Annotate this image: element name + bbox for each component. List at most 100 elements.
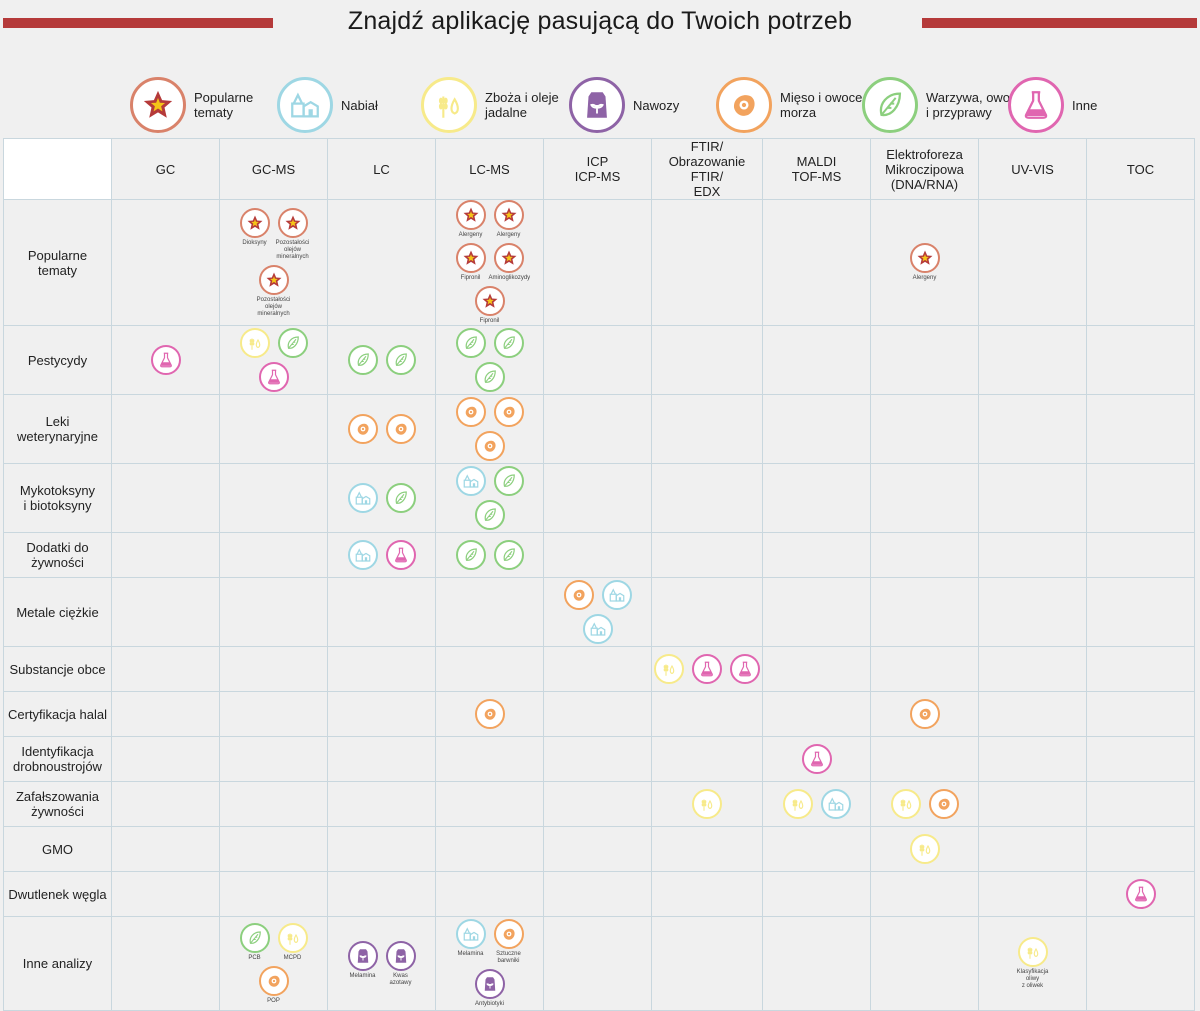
application-item[interactable]: Aminoglikozydy [489, 243, 530, 282]
matrix-cell [978, 691, 1087, 737]
application-item[interactable] [782, 789, 814, 819]
application-item[interactable] [277, 328, 309, 358]
application-item[interactable] [909, 699, 941, 729]
application-item[interactable]: Sztuczne barwniki [493, 919, 525, 965]
dairy-icon [347, 540, 378, 570]
column-header-line: TOC [1126, 161, 1155, 177]
application-item[interactable] [493, 540, 525, 570]
application-item[interactable]: Pozostałości olejów mineralnych [257, 264, 290, 318]
application-item[interactable] [691, 789, 723, 819]
application-item[interactable] [347, 414, 379, 444]
matrix-cell [870, 577, 979, 647]
application-item[interactable] [258, 362, 290, 392]
application-item[interactable] [890, 789, 922, 819]
matrix-cell [327, 781, 436, 827]
grain-icon [239, 328, 270, 358]
application-item[interactable] [347, 483, 379, 513]
application-item[interactable]: Klasyfikacja oliwy z oliwek [1017, 937, 1049, 990]
application-item[interactable] [493, 328, 525, 358]
application-item[interactable] [150, 345, 182, 375]
application-item[interactable] [928, 789, 960, 819]
application-matrix: GC GC-MS LC LC-MS ICP ICP-MS FTIR/Obrazowanie … [3, 138, 1195, 1011]
application-item[interactable] [474, 699, 506, 729]
matrix-cell [870, 781, 979, 827]
application-item[interactable] [582, 614, 614, 644]
application-item[interactable] [385, 483, 417, 513]
legend-label-line: Nabiał [341, 97, 378, 113]
column-header-line: MALDI [796, 154, 837, 169]
matrix-cell [651, 577, 763, 647]
application-item[interactable]: POP [258, 965, 290, 1005]
application-item[interactable] [493, 466, 525, 496]
application-item[interactable]: Melamina [347, 940, 379, 987]
application-item[interactable]: Antybiotyki [474, 969, 506, 1008]
application-item[interactable]: Dioksyny [239, 207, 271, 261]
application-item[interactable] [493, 397, 525, 427]
dairy-icon [582, 614, 613, 644]
application-item[interactable] [653, 654, 685, 684]
application-item[interactable]: Melamina [455, 919, 487, 965]
application-item[interactable]: Alergeny [455, 200, 487, 239]
matrix-cell [435, 532, 544, 578]
application-item[interactable]: MCPD [277, 922, 309, 962]
grain-icon [654, 654, 684, 684]
application-item[interactable] [347, 345, 379, 375]
veg-icon [493, 466, 524, 496]
row-header: Substancje obce [3, 646, 112, 692]
row-header-line: żywności [31, 555, 84, 570]
application-item[interactable] [474, 431, 506, 461]
application-item[interactable]: Pozostałości olejów mineralnych [276, 207, 309, 261]
matrix-cell [978, 463, 1087, 533]
application-item[interactable] [691, 654, 723, 684]
legend-label-line: i przyprawy [926, 105, 992, 120]
application-item[interactable] [820, 789, 852, 819]
application-item[interactable] [347, 540, 379, 570]
application-item[interactable] [455, 397, 487, 427]
column-header-line: FTIR/ [690, 139, 724, 154]
matrix-cell [435, 577, 544, 647]
application-item[interactable] [601, 580, 633, 610]
application-item[interactable]: Fipronil [474, 286, 506, 325]
matrix-cell [543, 577, 652, 647]
application-item[interactable]: Fipronil [455, 243, 487, 282]
application-item[interactable]: PCB [239, 922, 271, 962]
application-item[interactable] [801, 744, 833, 774]
other-icon [801, 744, 832, 774]
matrix-cell [219, 781, 328, 827]
row-header-line: Metale ciężkie [16, 604, 99, 620]
matrix-cell [327, 736, 436, 782]
matrix-cell [111, 199, 220, 326]
application-item[interactable] [729, 654, 761, 684]
legend-item: Popularne tematy [130, 75, 253, 135]
table-row: Dodatki do żywności [3, 532, 1195, 578]
matrix-cell [762, 532, 871, 578]
caption-line: MCPD [283, 954, 302, 961]
matrix-cell [219, 325, 328, 395]
application-item[interactable] [239, 328, 271, 358]
application-caption: Pozostałości olejów mineralnych [273, 240, 313, 261]
application-item[interactable] [455, 466, 487, 496]
application-item[interactable]: Alergeny [493, 200, 525, 239]
application-item[interactable] [385, 414, 417, 444]
application-caption: Alergeny [905, 275, 945, 282]
matrix-cell [762, 916, 871, 1011]
application-item[interactable] [385, 540, 417, 570]
matrix-cell [762, 826, 871, 872]
matrix-cell [111, 646, 220, 692]
application-item[interactable]: Kwas azotawy [385, 940, 417, 987]
application-item[interactable]: Alergeny [909, 243, 941, 282]
row-header-line: drobnoustrojów [13, 759, 102, 774]
application-item[interactable] [474, 362, 506, 392]
application-item[interactable] [909, 834, 941, 864]
matrix-cell: Alergeny [870, 199, 979, 326]
application-item[interactable] [455, 328, 487, 358]
application-item[interactable] [474, 500, 506, 530]
matrix-cell [219, 577, 328, 647]
caption-line: z oliwek [1021, 983, 1044, 989]
application-item[interactable] [563, 580, 595, 610]
application-item[interactable] [1125, 879, 1157, 909]
application-item[interactable] [385, 345, 417, 375]
column-header-line: UV-VIS [1011, 161, 1054, 177]
matrix-cell [111, 871, 220, 917]
application-item[interactable] [455, 540, 487, 570]
